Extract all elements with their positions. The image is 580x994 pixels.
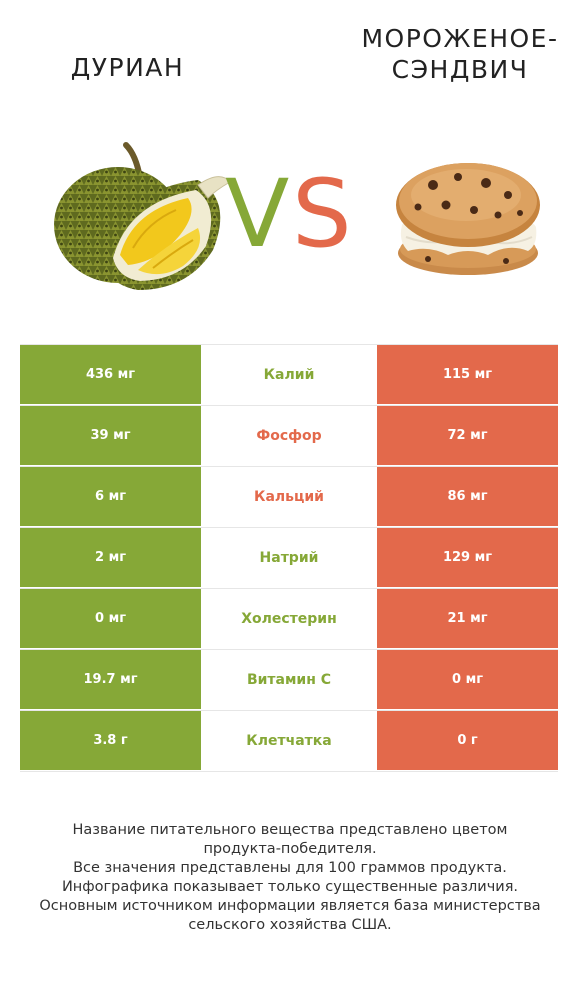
right-title-line-1: МОРОЖЕНОЕ- xyxy=(361,24,559,53)
nutrient-name: Калий xyxy=(263,366,315,383)
durian-value: 3.8 г xyxy=(20,711,201,770)
ice-cream-sandwich-value: 129 мг xyxy=(377,528,558,587)
durian-value: 39 мг xyxy=(20,406,201,465)
right-product-title: МОРОЖЕНОЕ- СЭНДВИЧ xyxy=(360,23,560,85)
table-row: 436 мг Калий 115 мг xyxy=(20,344,558,405)
nutrient-name: Кальций xyxy=(254,488,324,505)
footer-line: Основным источником информации является … xyxy=(39,898,541,914)
ice-cream-sandwich-value: 0 мг xyxy=(377,650,558,709)
footer-notes: Название питательного вещества представл… xyxy=(10,821,570,935)
right-title-line-2: СЭНДВИЧ xyxy=(391,55,529,84)
nutrient-comparison-table: 436 мг Калий 115 мг 39 мг Фосфор 72 мг 6 мг Кал… xyxy=(20,344,558,772)
ice-cream-sandwich-value: 72 мг xyxy=(377,406,558,465)
table-row: 19.7 мг Витамин C 0 мг xyxy=(20,649,558,710)
durian-value: 436 мг xyxy=(20,345,201,404)
nutrient-name: Холестерин xyxy=(241,610,337,627)
footer-line: Все значения представлены для 100 граммо… xyxy=(73,860,507,876)
table-row: 2 мг Натрий 129 мг xyxy=(20,527,558,588)
table-row: 39 мг Фосфор 72 мг xyxy=(20,405,558,466)
nutrient-name: Клетчатка xyxy=(246,732,332,749)
ice-cream-sandwich-icon xyxy=(396,163,540,275)
ice-cream-sandwich-value: 21 мг xyxy=(377,589,558,648)
nutrient-name: Фосфор xyxy=(256,427,322,444)
table-row: 0 мг Холестерин 21 мг xyxy=(20,588,558,649)
vs-letter-v: V xyxy=(225,160,290,269)
durian-value: 0 мг xyxy=(20,589,201,648)
durian-value: 2 мг xyxy=(20,528,201,587)
durian-fruit-icon xyxy=(54,142,231,290)
table-row: 6 мг Кальций 86 мг xyxy=(20,466,558,527)
nutrient-name: Витамин C xyxy=(246,671,332,688)
table-row: 3.8 г Клетчатка 0 г xyxy=(20,710,558,772)
left-product-title: ДУРИАН xyxy=(70,53,185,82)
footer-line: продукта-победителя. xyxy=(203,841,377,857)
footer-line: Инфографика показывает только существенн… xyxy=(61,879,519,895)
footer-line: сельского хозяйства США. xyxy=(188,917,392,933)
durian-value: 19.7 мг xyxy=(20,650,201,709)
footer-line: Название питательного вещества представл… xyxy=(72,822,508,838)
nutrient-name: Натрий xyxy=(259,549,319,566)
vs-letter-s: S xyxy=(292,160,352,269)
ice-cream-sandwich-value: 115 мг xyxy=(377,345,558,404)
ice-cream-sandwich-value: 0 г xyxy=(377,711,558,770)
ice-cream-sandwich-value: 86 мг xyxy=(377,467,558,526)
durian-value: 6 мг xyxy=(20,467,201,526)
